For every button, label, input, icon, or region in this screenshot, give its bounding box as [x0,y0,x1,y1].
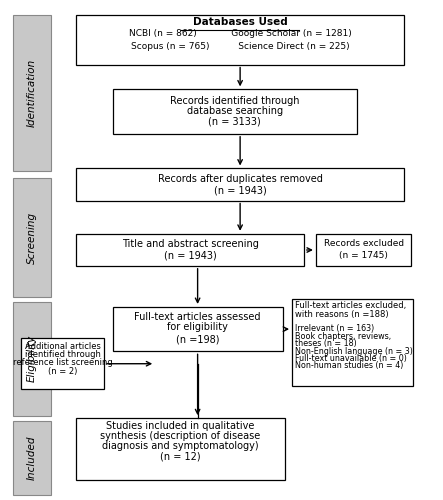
FancyBboxPatch shape [13,302,51,416]
Text: (n = 1745): (n = 1745) [339,251,388,260]
Text: Records identified through: Records identified through [170,96,299,106]
Text: Additional articles: Additional articles [25,342,101,350]
Text: synthesis (description of disease: synthesis (description of disease [101,430,261,440]
Text: Non-human studies (n = 4): Non-human studies (n = 4) [295,362,404,370]
FancyBboxPatch shape [316,234,412,266]
Text: NCBI (n = 862)            Google Scholar (n = 1281): NCBI (n = 862) Google Scholar (n = 1281) [129,30,351,38]
Text: Databases Used: Databases Used [193,16,288,26]
Text: Full-text articles excluded,: Full-text articles excluded, [295,300,407,310]
Text: Full-text articles assessed: Full-text articles assessed [134,312,261,322]
Text: Records excluded: Records excluded [323,240,404,248]
Text: Studies included in qualitative: Studies included in qualitative [106,421,255,431]
FancyBboxPatch shape [292,300,413,386]
Text: Eligibility: Eligibility [27,335,37,382]
FancyBboxPatch shape [77,418,285,480]
FancyBboxPatch shape [113,90,357,134]
Text: (n = 1943): (n = 1943) [214,186,267,196]
Text: (n = 3133): (n = 3133) [209,116,261,126]
Text: for eligibility: for eligibility [167,322,228,332]
FancyBboxPatch shape [21,338,104,390]
Text: Screening: Screening [27,212,37,264]
Text: database searching: database searching [187,106,283,116]
FancyBboxPatch shape [77,15,404,64]
Text: with reasons (n =188): with reasons (n =188) [295,310,389,318]
Text: (n =198): (n =198) [176,334,219,344]
Text: reference list screening: reference list screening [13,358,113,368]
Text: theses (n = 18): theses (n = 18) [295,339,357,348]
Text: (n = 12): (n = 12) [160,452,201,462]
Text: Scopus (n = 765)          Science Direct (n = 225): Scopus (n = 765) Science Direct (n = 225… [131,42,350,51]
Text: Included: Included [27,436,37,480]
Text: identified through: identified through [25,350,101,359]
FancyBboxPatch shape [13,420,51,495]
Text: diagnosis and symptomatology): diagnosis and symptomatology) [102,440,259,450]
Text: Full-text unavailable (n = 0): Full-text unavailable (n = 0) [295,354,407,363]
FancyBboxPatch shape [13,178,51,297]
FancyBboxPatch shape [77,234,304,266]
Text: (n = 1943): (n = 1943) [164,250,217,260]
Text: Identification: Identification [27,59,37,127]
Text: Book chapters, reviews,: Book chapters, reviews, [295,332,392,341]
FancyBboxPatch shape [77,168,404,200]
Text: Title and abstract screening: Title and abstract screening [122,239,259,249]
Text: Records after duplicates removed: Records after duplicates removed [158,174,323,184]
Text: Irrelevant (n = 163): Irrelevant (n = 163) [295,324,375,334]
FancyBboxPatch shape [13,15,51,171]
FancyBboxPatch shape [113,307,283,352]
Text: (n = 2): (n = 2) [48,368,78,376]
Text: Non-English language (n = 3): Non-English language (n = 3) [295,346,413,356]
